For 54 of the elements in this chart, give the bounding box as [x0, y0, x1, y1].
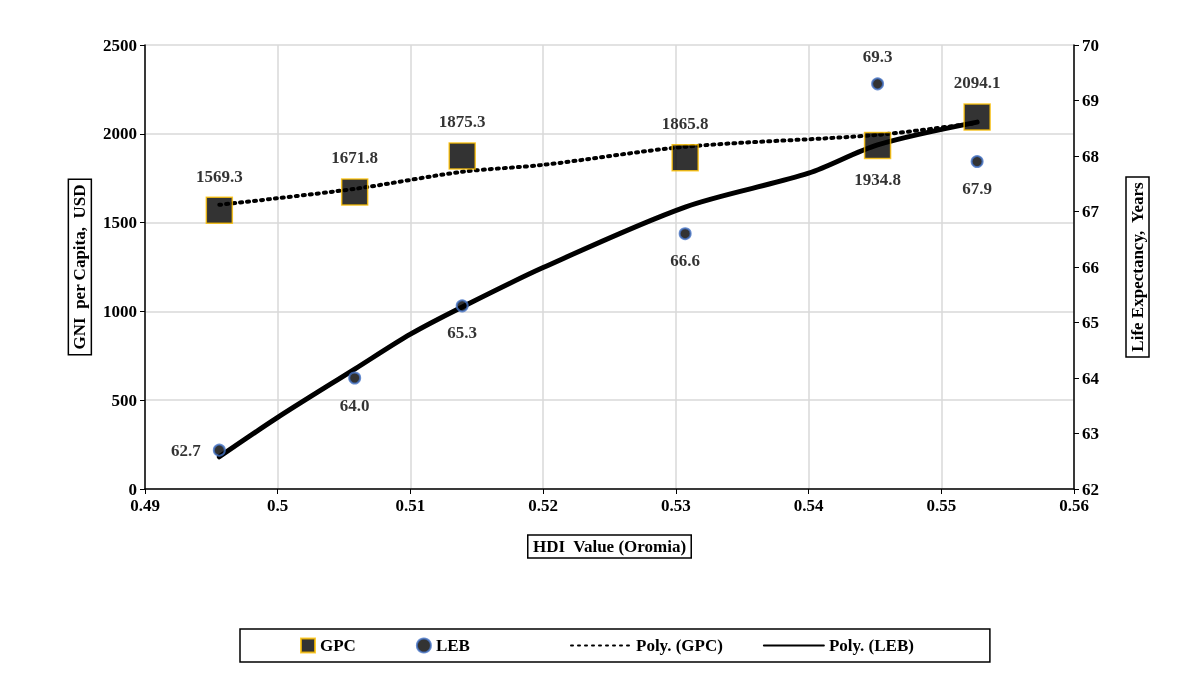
y2-tick-label: 62: [1082, 479, 1099, 499]
x-tick-label: 0.52: [528, 496, 559, 515]
y2-tick-label: 66: [1082, 257, 1099, 277]
legend-label: Poly. (LEB): [828, 636, 914, 655]
data-label: 2094.1: [953, 73, 1001, 93]
y2-axis-title: Life Expectancy, Years: [1128, 181, 1147, 352]
x-tick-label: 0.54: [793, 496, 824, 515]
data-label: 1671.8: [331, 148, 379, 168]
legend-label: LEB: [435, 636, 470, 655]
y2-tick-label: 63: [1082, 424, 1099, 443]
x-tick-label: 0.55: [926, 496, 957, 515]
x-tick-label: 0.5: [267, 496, 289, 515]
data-label: 1934.8: [854, 170, 901, 190]
point: [340, 178, 369, 206]
y2-tick-label: 67: [1082, 202, 1100, 221]
x-tick-label: 0.51: [395, 496, 426, 515]
y-tick-label: 0: [128, 479, 137, 499]
y-tick-label: 500: [111, 390, 137, 410]
data-label: 66.6: [670, 251, 701, 271]
data-label: 69.3: [862, 47, 893, 67]
x-tick-label: 0.53: [660, 496, 691, 515]
data-label: 1569.3: [195, 166, 243, 186]
point: [448, 142, 476, 170]
y2-tick-label: 70: [1082, 35, 1099, 55]
data-label: 1865.8: [661, 113, 709, 133]
point: [348, 371, 362, 385]
point: [963, 103, 991, 131]
x-tick-label: 0.49: [130, 496, 160, 515]
data-label: 64.0: [339, 395, 370, 415]
y2-tick-label: 69: [1082, 91, 1099, 110]
x-axis-title: HDI Value (Oromia): [532, 537, 687, 556]
y2-tick-label: 64: [1082, 368, 1100, 388]
point: [863, 131, 892, 160]
legend-label: GPC: [320, 636, 356, 655]
y-tick-label: 2500: [103, 35, 137, 55]
y-tick-label: 2000: [103, 124, 137, 144]
point: [671, 143, 699, 172]
y-tick-label: 1500: [103, 213, 137, 233]
x-tick-label: 0.56: [1059, 496, 1089, 515]
y2-tick-label: 68: [1082, 146, 1099, 166]
point: [970, 155, 984, 169]
point: [212, 443, 226, 457]
point: [205, 196, 234, 225]
y-tick-label: 1000: [103, 301, 137, 321]
data-label: 1875.3: [438, 112, 486, 132]
point: [455, 299, 469, 313]
point: [871, 77, 885, 91]
y2-tick-label: 65: [1082, 313, 1099, 332]
data-label: 62.7: [171, 440, 202, 460]
data-label: 67.9: [962, 179, 992, 199]
y-axis-title: GNI per Capita, USD: [70, 184, 90, 350]
legend-label: Poly. (GPC): [636, 636, 723, 655]
data-label: 65.3: [447, 323, 478, 343]
point: [678, 227, 692, 241]
